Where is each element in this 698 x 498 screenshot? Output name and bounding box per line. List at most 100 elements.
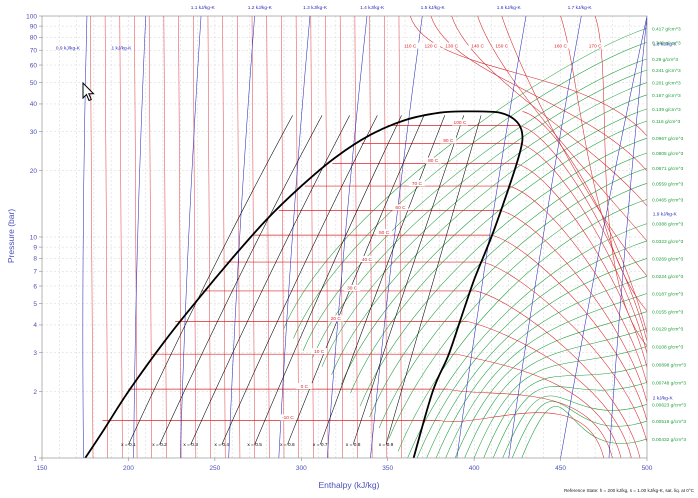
- isochore-label: 0.0108 g/cm^3: [652, 344, 684, 350]
- isochore-line: [378, 167, 647, 429]
- isotherm-line-liquid: [90, 16, 94, 458]
- isotherm-line-liquid: [369, 16, 373, 458]
- isochore-line: [521, 406, 647, 458]
- isotherm-line-superheated: [430, 16, 647, 172]
- y-tick-label: 60: [30, 62, 38, 69]
- isochore-label: 0.00623 g/cm^3: [652, 402, 686, 408]
- isentrope-label: 1 kJ/kg-K: [112, 46, 133, 52]
- isentrope-label: 1.5 kJ/kg-K: [421, 5, 446, 11]
- isochore-label: 0.116 g/cm^3: [652, 119, 681, 125]
- isotherm-label: 130 C: [445, 44, 458, 50]
- isotherm-line-superheated: [456, 353, 622, 458]
- y-tick-label: 70: [30, 48, 38, 55]
- x-tick-label: 300: [296, 465, 307, 472]
- isotherm-line-superheated: [519, 125, 647, 342]
- grid: [42, 16, 647, 458]
- y-tick-label: 10: [30, 234, 38, 241]
- isotherm-line-superheated: [522, 111, 647, 334]
- axes: 150 200 250 300 350 400 450 500 1 2 3 4 5 6 7 8 9 10 20 30 4…: [26, 13, 653, 472]
- isotherm-label: 90 C: [443, 138, 454, 144]
- isotherm-line-superheated: [515, 163, 647, 368]
- isotherm-label: 40 C: [362, 257, 373, 263]
- isotherm-label: 70 C: [412, 181, 423, 187]
- isotherm-line-liquid: [325, 16, 329, 458]
- y-tick-label: 7: [33, 269, 37, 276]
- y-tick-label: 8: [33, 256, 37, 263]
- isochore-line: [340, 108, 647, 385]
- isentrope-label: 1.4 kJ/kg-K: [360, 5, 385, 11]
- isochore-label: 0.201 g/cm^3: [652, 81, 681, 87]
- line-labels: x = 0.1 x = 0.2 x = 0.3 x = 0.4 x = 0.5 x = 0…: [56, 5, 686, 448]
- isochore-line: [416, 240, 647, 458]
- x-tick-label: 450: [555, 465, 566, 472]
- isochore-label: 0.139 g/cm^3: [652, 107, 681, 113]
- quality-label: x = 0.4: [214, 442, 229, 448]
- isochore-label: 0.0269 g/cm^3: [652, 256, 684, 262]
- y-tick-label: 1: [33, 455, 37, 462]
- isotherm-line-superheated: [409, 16, 647, 137]
- isotherm-label-bg: [296, 383, 313, 390]
- isotherm-label-bg: [401, 42, 420, 49]
- isentrope-label: 1.2 kJ/kg-K: [248, 5, 273, 11]
- isochore-label: 0.0388 g/cm^3: [652, 222, 684, 228]
- isentrope-line: [560, 16, 647, 458]
- isotherm-line-liquid: [163, 16, 167, 458]
- quality-line: [320, 115, 446, 445]
- isotherm-label-bg: [358, 256, 375, 263]
- isochore-line: [473, 346, 647, 458]
- isochore-line: [321, 82, 647, 367]
- isochore-label: 0.348 g/cm^3: [652, 40, 681, 46]
- isotherm-label: 160 C: [554, 44, 567, 50]
- isotherm-line-superheated: [475, 290, 641, 458]
- y-tick-label: 100: [26, 13, 37, 20]
- isotherm-line-liquid: [398, 16, 402, 458]
- isotherm-label-bg: [442, 42, 461, 49]
- isentrope-line: [82, 16, 88, 458]
- isochore-label: 0.0967 g/cm^3: [652, 136, 684, 142]
- isochore-label: 0.0155 g/cm^3: [652, 310, 684, 316]
- isotherm-label-bg: [425, 157, 442, 164]
- isotherm-line-superheated: [482, 261, 647, 443]
- mouse-cursor-icon: [82, 82, 95, 102]
- isotherm-label-bg: [451, 119, 468, 126]
- isotherm-line-superheated: [467, 321, 632, 458]
- y-tick-label: 9: [33, 244, 37, 251]
- isotherm-label-bg: [586, 42, 605, 49]
- isochore-line: [435, 275, 647, 458]
- isotherm-line-liquid: [354, 16, 358, 458]
- isochore-label: 0.417 g/cm^3: [652, 26, 681, 32]
- y-tick-label: 20: [30, 168, 38, 175]
- isotherm-line-liquid: [251, 16, 255, 458]
- x-tick-label: 400: [469, 465, 480, 472]
- isochore-line: [350, 120, 647, 394]
- y-tick-label: 3: [33, 350, 37, 357]
- isotherm-label: 110 C: [404, 44, 417, 50]
- isotherm-label-bg: [327, 315, 344, 322]
- isotherm-line-liquid: [266, 16, 270, 458]
- isotherm-label: 140 C: [471, 44, 484, 50]
- isotherm-label-bg: [376, 229, 393, 236]
- y-tick-label: 6: [33, 283, 37, 290]
- isotherm-line-superheated: [501, 16, 647, 277]
- reference-state-note: Reference State: h = 200 kJ/kg, s = 1.00…: [564, 488, 695, 493]
- isotherm-line-liquid: [310, 16, 314, 458]
- isentrope-label: 1.6 kJ/kg-K: [497, 5, 522, 11]
- y-tick-label: 90: [30, 23, 38, 30]
- isochore-label: 0.00432 g/cm^3: [652, 437, 686, 443]
- isochore-label: 0.167 g/cm^3: [652, 93, 681, 99]
- isentrope-label: 1.1 kJ/kg-K: [191, 5, 216, 11]
- quality-line: [128, 115, 293, 445]
- isotherm-label-bg: [344, 284, 361, 291]
- x-tick-label: 200: [123, 465, 134, 472]
- quality-line: [190, 115, 350, 445]
- y-tick-label: 80: [30, 35, 38, 42]
- isotherm-line-liquid: [222, 16, 226, 458]
- isotherm-label-bg: [468, 42, 487, 49]
- isotherm-label-bg: [311, 348, 328, 355]
- isentrope-line: [133, 16, 146, 458]
- isotherm-label: 0 C: [301, 384, 309, 390]
- isotherm-label: 120 C: [425, 44, 438, 50]
- isotherm-label: 20 C: [331, 316, 342, 322]
- saturation-dome-curve: [84, 110, 524, 458]
